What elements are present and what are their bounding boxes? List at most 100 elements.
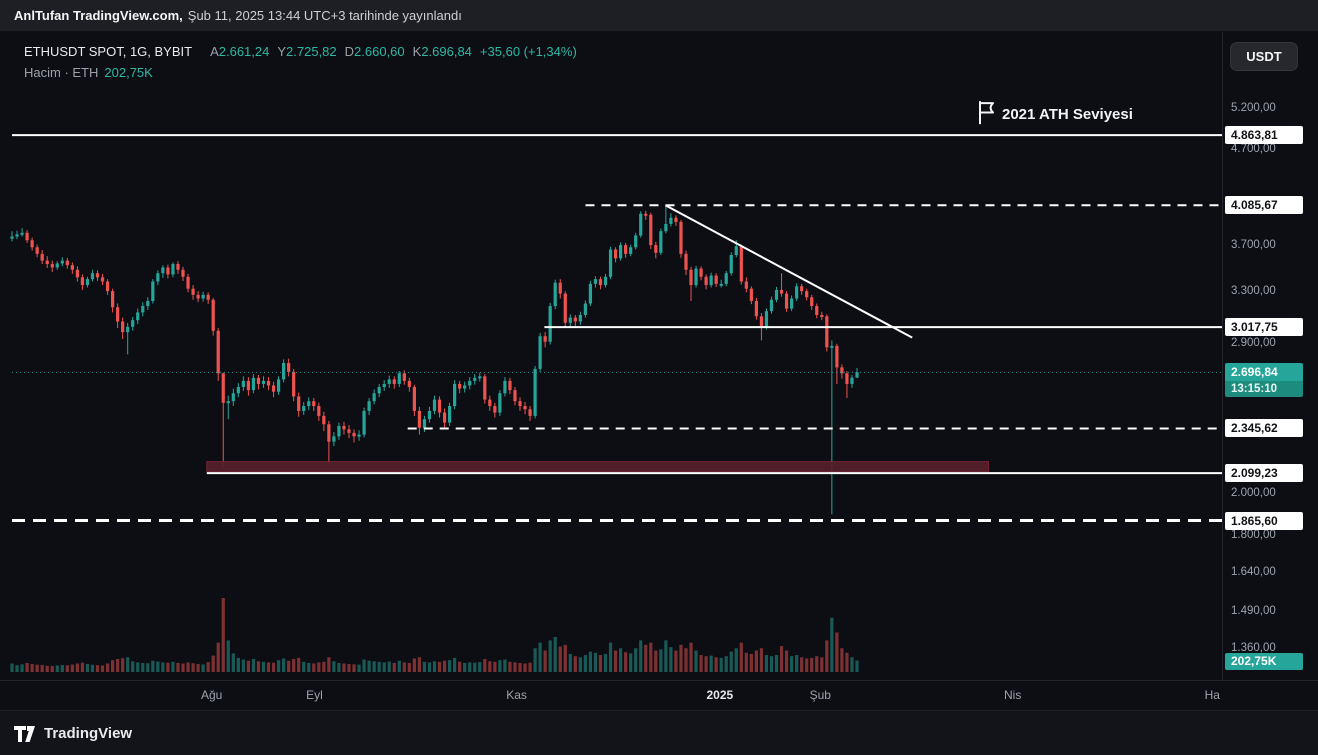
candle-body [231, 393, 235, 402]
tradingview-logo-icon[interactable] [14, 724, 36, 742]
candle-body [322, 415, 326, 425]
tradingview-wordmark[interactable]: TradingView [44, 724, 133, 742]
volume-bar [659, 649, 663, 672]
price-chart-canvas[interactable]: 2021 ATH Seviyesi [0, 32, 1222, 680]
volume-bar [624, 652, 628, 672]
volume-bar [538, 642, 542, 672]
volume-bar [287, 660, 291, 672]
open-value: 2.661,24 [218, 44, 270, 59]
volume-bar [45, 665, 49, 672]
candle-body [90, 273, 95, 280]
volume-label[interactable]: Hacim · ETH [24, 65, 99, 80]
candle-body [437, 399, 442, 413]
candle-body [478, 376, 482, 379]
candle-body [830, 345, 834, 348]
volume-bar [458, 661, 462, 672]
time-axis[interactable]: Ağu Eyl Kas 2025 Şub Nis Ha [0, 680, 1318, 710]
volume-bar [186, 662, 190, 672]
bar-countdown: 13:15:10 [1225, 381, 1303, 398]
time-axis-label-Ha: Ha [1204, 688, 1220, 702]
volume-bar [90, 664, 95, 672]
candle-body [528, 409, 532, 416]
candle-body [513, 390, 517, 402]
high-value: 2.725,82 [286, 44, 337, 59]
volume-bar [528, 662, 532, 672]
candle-body [327, 424, 331, 442]
candle-body [835, 345, 839, 368]
volume-bar [126, 657, 130, 672]
volume-bar [246, 660, 250, 672]
volume-bar [151, 660, 155, 672]
volume-bar [830, 617, 834, 672]
volume-bar [548, 640, 552, 672]
candle-body [634, 235, 638, 248]
candle-body [729, 255, 733, 274]
support-zone[interactable] [206, 461, 990, 472]
candle-body [271, 385, 276, 392]
volume-bar [835, 632, 839, 672]
candle-body [432, 399, 437, 411]
volume-bar [498, 660, 502, 672]
current-price-badge: 2.696,84 13:15:10 [1225, 363, 1303, 398]
volume-bar [800, 657, 804, 672]
candle-body [769, 299, 774, 312]
volume-bar [820, 657, 824, 672]
low-label: D [344, 44, 355, 59]
volume-bar [850, 657, 854, 672]
volume-bar [206, 662, 210, 672]
symbol-title[interactable]: ETHUSDT SPOT, 1G, BYBIT [24, 44, 193, 59]
level-price-badge: 1.865,60 [1225, 511, 1303, 530]
candle-body [95, 273, 100, 278]
volume-bar [488, 661, 492, 672]
candle-body [15, 234, 19, 237]
candle-body [211, 299, 215, 331]
candle-body [307, 401, 311, 407]
volume-value: 202,75K [104, 65, 153, 80]
flag-icon[interactable] [979, 101, 994, 125]
volume-bar [447, 660, 452, 672]
currency-toggle-button[interactable]: USDT [1230, 42, 1298, 71]
candle-body [372, 393, 376, 402]
candle-body [458, 383, 462, 389]
candle-body [855, 372, 859, 378]
candle-body [347, 429, 351, 433]
candle-body [337, 425, 341, 437]
publish-timestamp: Şub 11, 2025 13:44 UTC+3 tarihinde yayın… [187, 8, 462, 23]
level-price-badge: 2.099,23 [1225, 464, 1303, 483]
flag-label[interactable]: 2021 ATH Seviyesi [1002, 106, 1133, 123]
volume-bar [724, 656, 728, 672]
candle-body [412, 387, 416, 411]
candle-body [573, 317, 577, 322]
candle-body [20, 232, 24, 235]
price-tick: 1.640,00 [1231, 566, 1276, 579]
candle-body [790, 298, 794, 309]
candle-body [357, 434, 361, 437]
candle-body [538, 336, 542, 369]
candle-body [578, 314, 582, 322]
volume-bar [815, 656, 819, 672]
candle-body [669, 217, 673, 224]
candle-body [473, 377, 477, 381]
candle-body [603, 276, 608, 286]
candle-body [362, 410, 366, 435]
candle-body [332, 436, 336, 442]
descending-trendline[interactable] [664, 204, 913, 339]
volume-bar [774, 655, 779, 672]
candle-body [734, 246, 738, 256]
candle-body [442, 412, 447, 423]
volume-bar [714, 657, 718, 672]
volume-bar [377, 661, 381, 672]
candle-body [256, 377, 261, 384]
volume-bar [669, 647, 673, 672]
volume-bar [116, 659, 120, 672]
price-scale[interactable]: 2.696,84 13:15:10 202,75K 5.200,00 4.700,… [1222, 32, 1318, 680]
symbol-row: ETHUSDT SPOT, 1G, BYBIT A2.661,24 Y2.725,8… [24, 42, 577, 61]
candle-body [282, 363, 286, 380]
candle-body [815, 306, 819, 315]
volume-bar [729, 651, 733, 672]
volume-bar [317, 662, 321, 672]
volume-bar [231, 653, 235, 672]
candle-body [739, 246, 743, 282]
volume-bar [176, 662, 180, 672]
volume-bar [332, 661, 336, 672]
